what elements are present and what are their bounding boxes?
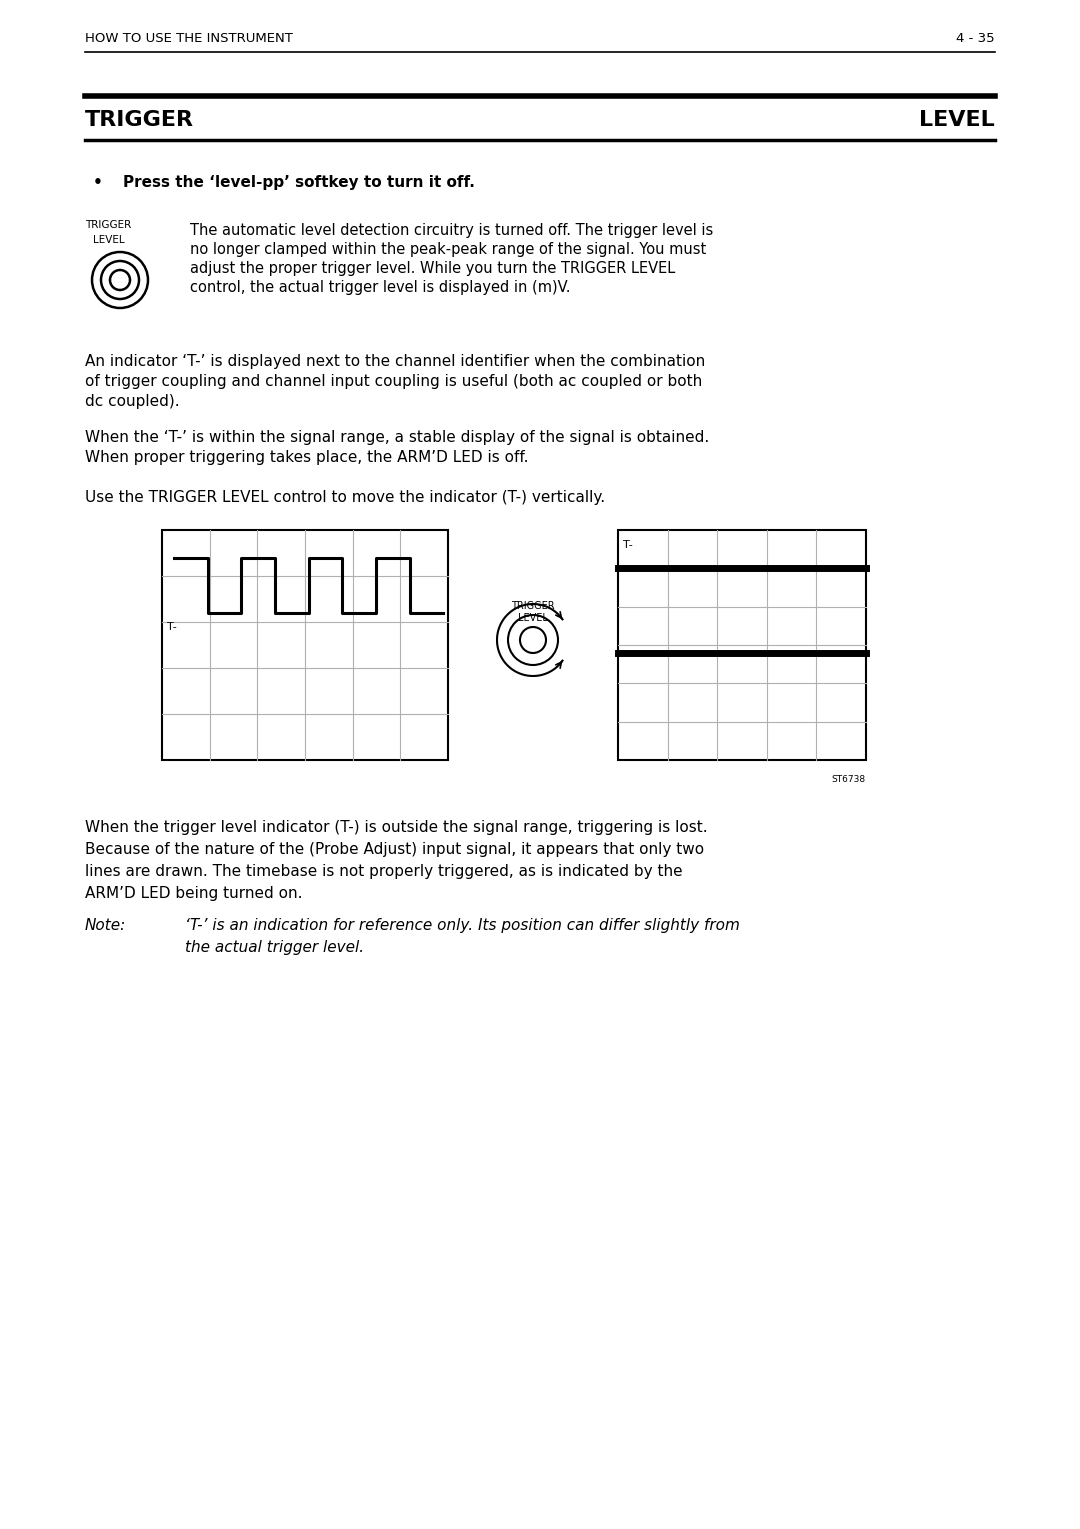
Text: the actual trigger level.: the actual trigger level. — [185, 940, 364, 956]
Text: ‘T-’ is an indication for reference only. Its position can differ slightly from: ‘T-’ is an indication for reference only… — [185, 917, 740, 933]
Text: T-: T- — [167, 622, 177, 631]
Bar — [162, 531, 448, 760]
Text: When proper triggering takes place, the ARM’D LED is off.: When proper triggering takes place, the … — [85, 450, 528, 465]
Text: When the ‘T-’ is within the signal range, a stable display of the signal is obta: When the ‘T-’ is within the signal range… — [85, 430, 710, 445]
Text: Note:: Note: — [85, 917, 126, 933]
Text: ST6738: ST6738 — [832, 775, 866, 784]
Text: LEVEL: LEVEL — [518, 613, 548, 622]
Text: LEVEL: LEVEL — [919, 110, 995, 130]
Text: lines are drawn. The timebase is not properly triggered, as is indicated by the: lines are drawn. The timebase is not pro… — [85, 864, 683, 879]
Text: The automatic level detection circuitry is turned off. The trigger level is: The automatic level detection circuitry … — [190, 223, 713, 239]
Text: TRIGGER: TRIGGER — [85, 110, 194, 130]
Text: ARM’D LED being turned on.: ARM’D LED being turned on. — [85, 885, 302, 901]
Text: Press the ‘level-pp’ softkey to turn it off.: Press the ‘level-pp’ softkey to turn it … — [123, 176, 475, 191]
Text: •: • — [93, 176, 103, 191]
Text: adjust the proper trigger level. While you turn the TRIGGER LEVEL: adjust the proper trigger level. While y… — [190, 261, 675, 277]
Text: Because of the nature of the (Probe Adjust) input signal, it appears that only t: Because of the nature of the (Probe Adju… — [85, 842, 704, 856]
Text: 4 - 35: 4 - 35 — [957, 32, 995, 44]
Text: no longer clamped within the peak-peak range of the signal. You must: no longer clamped within the peak-peak r… — [190, 242, 706, 257]
Text: When the trigger level indicator (T-) is outside the signal range, triggering is: When the trigger level indicator (T-) is… — [85, 820, 707, 835]
Text: Use the TRIGGER LEVEL control to move the indicator (T-) vertically.: Use the TRIGGER LEVEL control to move th… — [85, 489, 605, 505]
Bar — [618, 531, 866, 760]
Text: An indicator ‘T-’ is displayed next to the channel identifier when the combinati: An indicator ‘T-’ is displayed next to t… — [85, 355, 705, 368]
Text: dc coupled).: dc coupled). — [85, 394, 179, 408]
Text: TRIGGER: TRIGGER — [85, 220, 132, 229]
Text: LEVEL: LEVEL — [93, 235, 124, 245]
Text: TRIGGER: TRIGGER — [511, 601, 555, 612]
Text: T-: T- — [623, 540, 633, 550]
Text: HOW TO USE THE INSTRUMENT: HOW TO USE THE INSTRUMENT — [85, 32, 293, 44]
Text: control, the actual trigger level is displayed in (m)V.: control, the actual trigger level is dis… — [190, 280, 570, 295]
Text: of trigger coupling and channel input coupling is useful (both ac coupled or bot: of trigger coupling and channel input co… — [85, 375, 702, 388]
